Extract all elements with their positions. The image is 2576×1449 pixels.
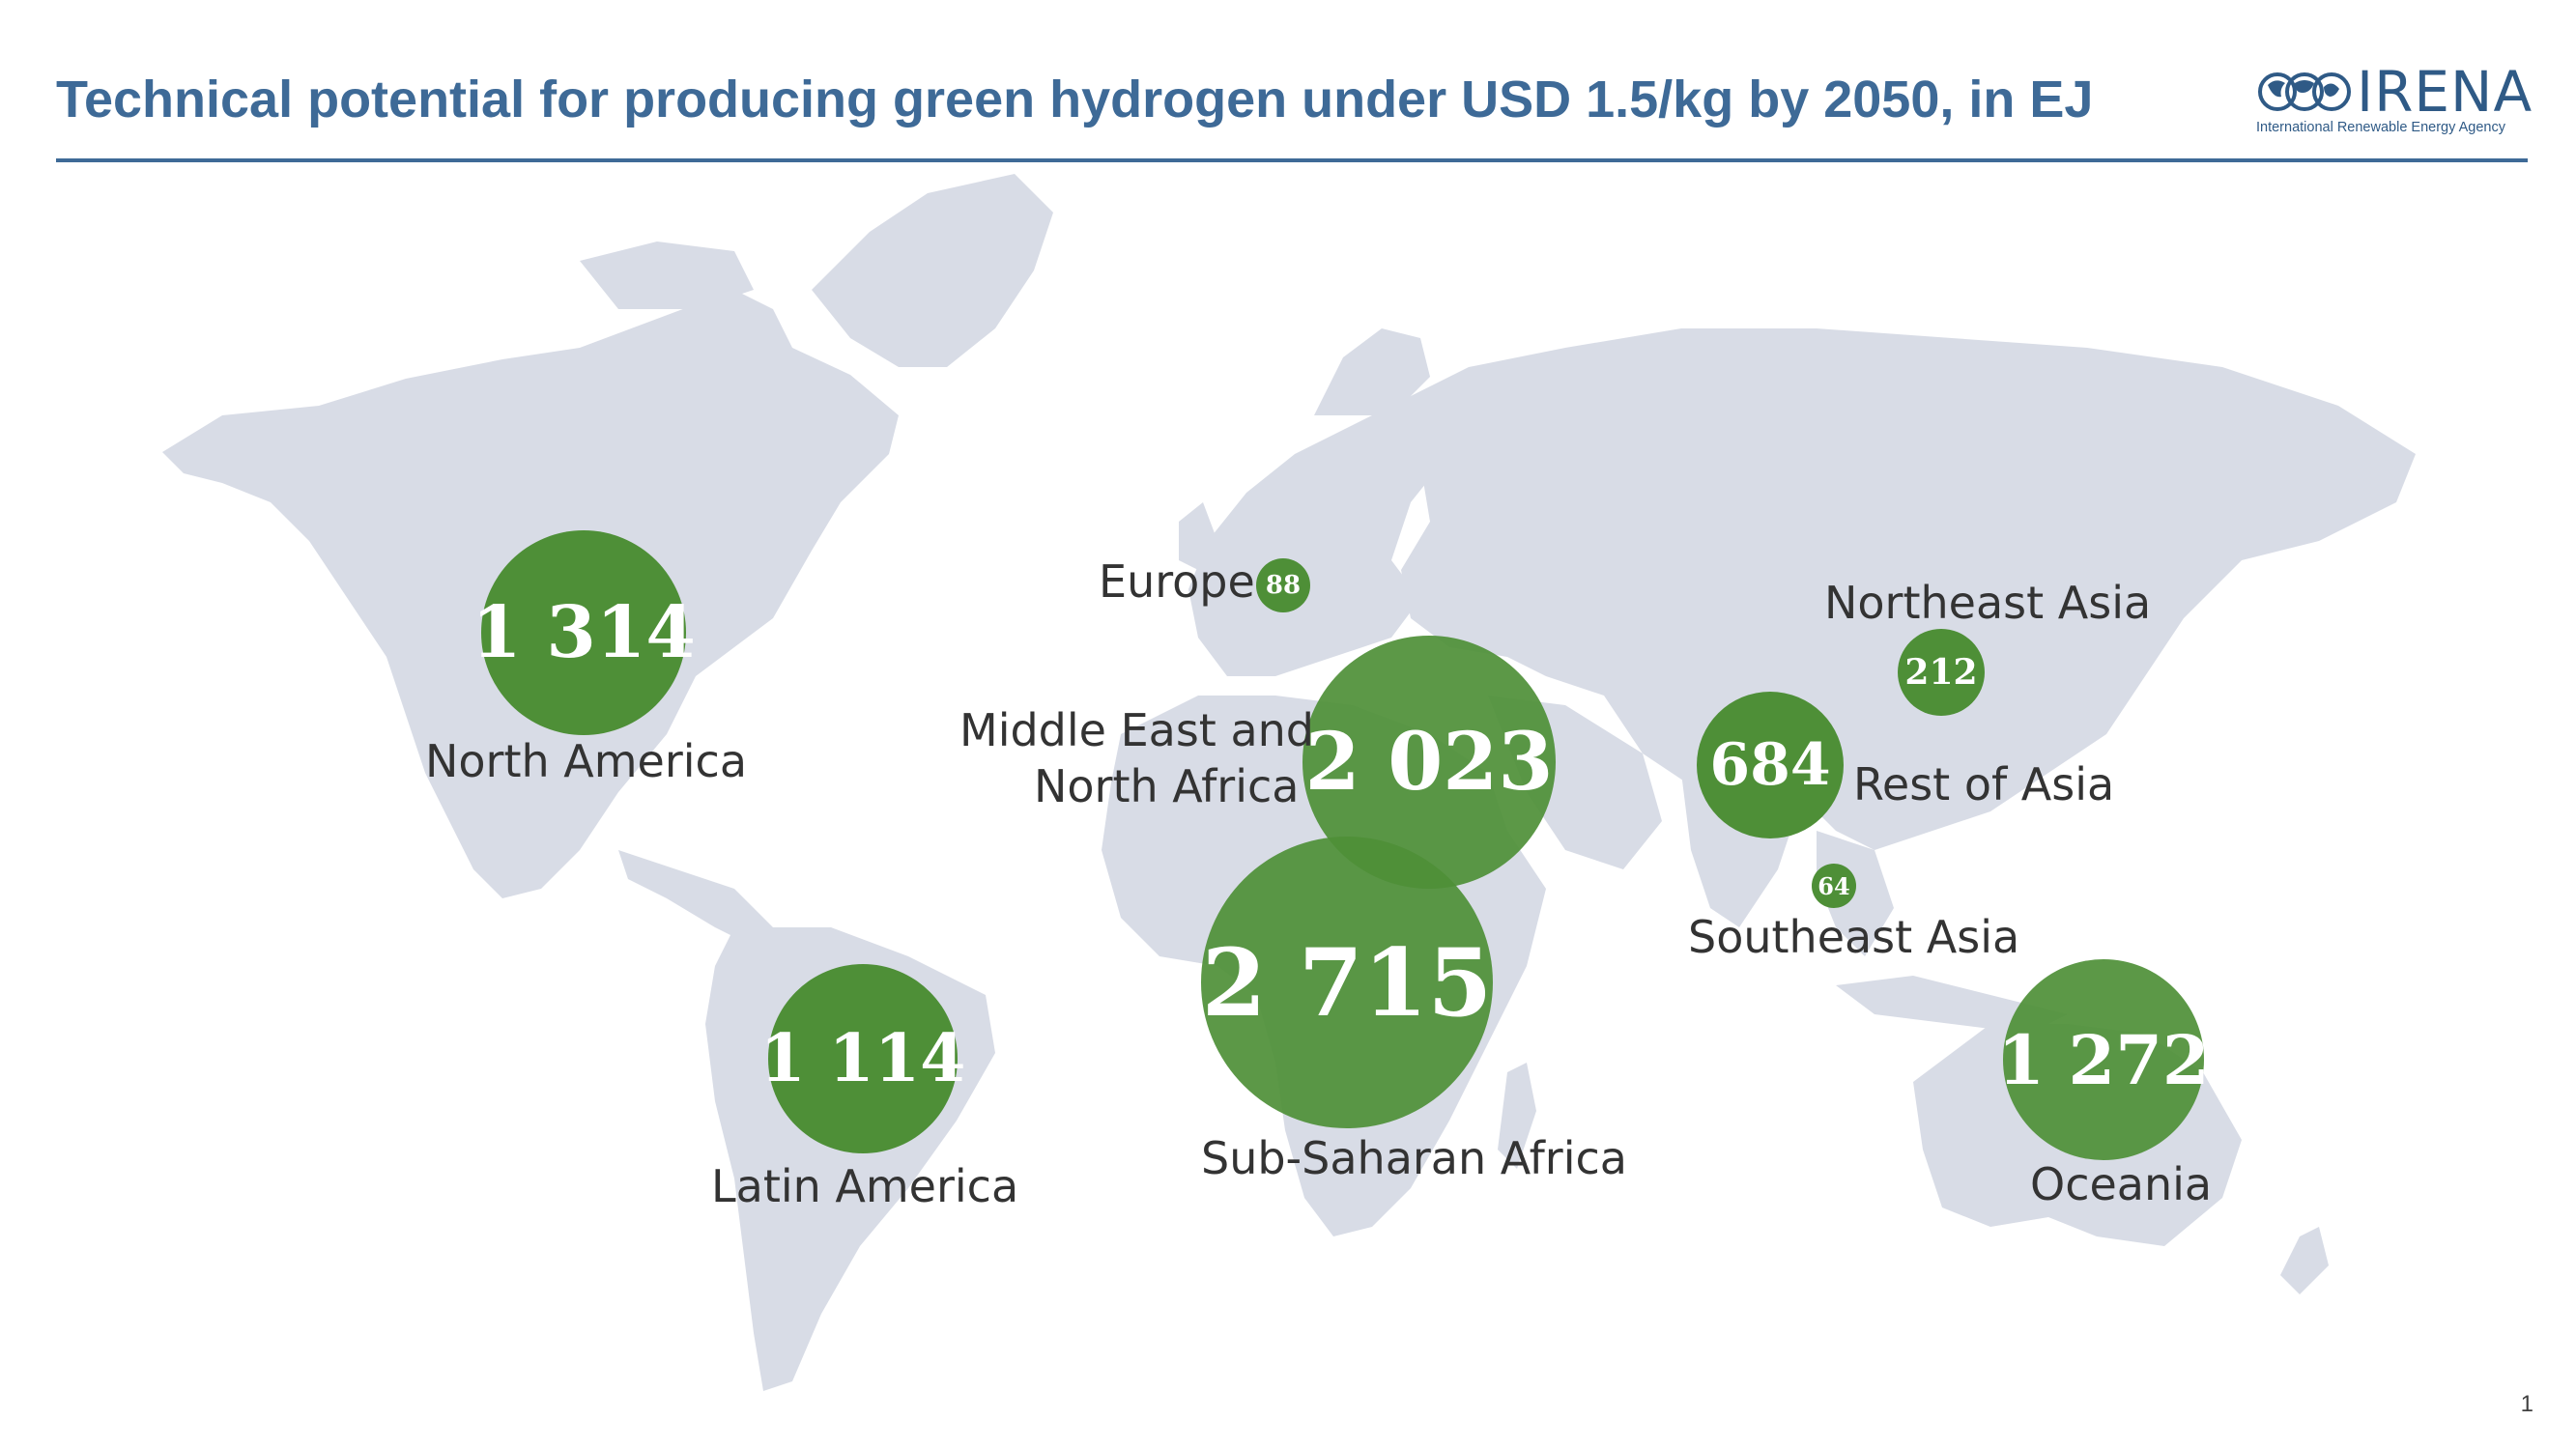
bubble-north-america: 1 314 <box>472 530 696 735</box>
value-mena: 2 023 <box>1304 716 1554 809</box>
landmass-new-zealand <box>2280 1227 2329 1294</box>
landmass-asia <box>1391 328 2416 850</box>
value-southeast-asia: 64 <box>1818 871 1850 900</box>
label-latin-america: Latin America <box>711 1160 1019 1212</box>
landmass-central-america <box>618 850 773 947</box>
bubble-oceania: 1 272 <box>1997 959 2210 1160</box>
value-oceania: 1 272 <box>1997 1019 2210 1100</box>
value-northeast-asia: 212 <box>1904 652 1978 693</box>
label-mena-line1: Middle East and <box>959 704 1314 756</box>
landmass-europe <box>1188 406 1449 676</box>
logo-subtitle: International Renewable Energy Agency <box>2256 120 2505 135</box>
label-northeast-asia: Northeast Asia <box>1824 577 2152 629</box>
title-divider <box>56 158 2528 162</box>
label-southeast-asia: Southeast Asia <box>1688 911 2020 963</box>
landmass-scandinavia <box>1314 328 1430 415</box>
bubble-mena: 2 023 <box>1302 636 1556 889</box>
label-mena-line2: North Africa <box>1034 760 1300 812</box>
landmass-indonesia <box>1836 976 2068 1034</box>
bubble-northeast-asia: 212 <box>1898 629 1985 716</box>
globe-logo-icon <box>2258 72 2351 111</box>
bubble-latin-america: 1 114 <box>760 964 965 1153</box>
irena-logo: IRENA International Renewable Energy Age… <box>2256 59 2532 139</box>
label-oceania: Oceania <box>2030 1158 2213 1210</box>
value-latin-america: 1 114 <box>759 1020 966 1097</box>
landmass-greenland <box>812 174 1053 367</box>
label-europe: Europe <box>1099 555 1255 608</box>
value-north-america: 1 314 <box>472 591 696 674</box>
landmass-madagascar <box>1498 1063 1536 1169</box>
bubble-europe: 88 <box>1256 558 1310 612</box>
value-sub-saharan-africa: 2 715 <box>1201 927 1493 1037</box>
value-rest-of-asia: 684 <box>1709 731 1831 799</box>
landmass-uk <box>1179 502 1217 570</box>
page-number: 1 <box>2520 1391 2533 1417</box>
value-europe: 88 <box>1265 571 1302 600</box>
landmass-arctic-islands <box>580 242 754 309</box>
logo-wordmark: IRENA <box>2357 59 2533 125</box>
page-title: Technical potential for producing green … <box>56 71 2094 128</box>
bubble-southeast-asia: 64 <box>1812 864 1856 908</box>
bubble-rest-of-asia: 684 <box>1697 692 1844 838</box>
label-north-america: North America <box>425 735 748 787</box>
landmass-southeast-asia <box>1817 831 1894 956</box>
landmass-japan <box>2068 580 2126 696</box>
label-sub-saharan-africa: Sub-Saharan Africa <box>1201 1132 1627 1184</box>
label-rest-of-asia: Rest of Asia <box>1853 758 2115 810</box>
